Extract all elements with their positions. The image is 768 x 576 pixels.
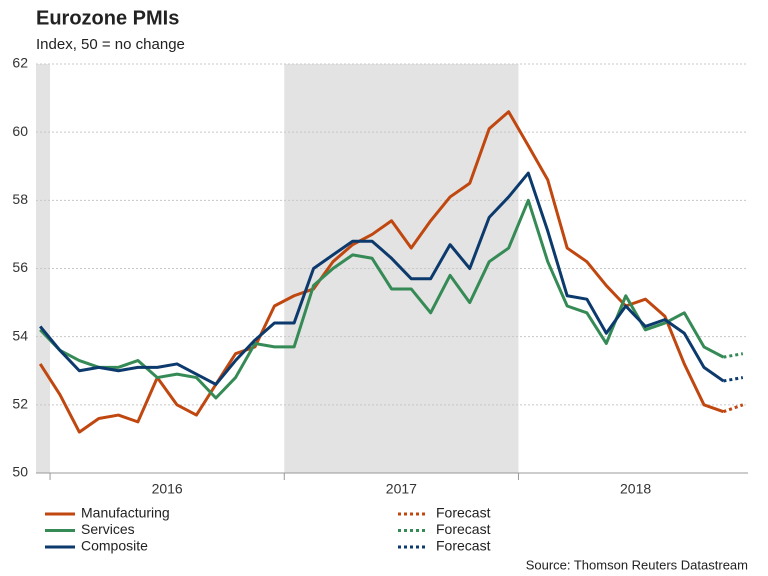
y-tick-label: 54 (12, 327, 28, 343)
legend-label: Forecast (436, 505, 491, 521)
legend-label: Manufacturing (81, 505, 170, 521)
legend-label: Forecast (436, 521, 491, 537)
y-tick-label: 58 (12, 191, 28, 207)
series-line (38, 110, 724, 434)
series-line (39, 198, 725, 400)
shaded-region (36, 64, 51, 473)
y-tick-label: 62 (12, 55, 28, 71)
legend-label: Composite (81, 538, 148, 554)
forecast-line (723, 376, 744, 383)
y-tick-label: 56 (12, 259, 28, 275)
y-tick-label: 60 (12, 123, 28, 139)
x-tick-label: 2018 (620, 481, 651, 497)
legend-label: Services (81, 521, 135, 537)
series-line (39, 171, 725, 386)
chart-subtitle: Index, 50 = no change (36, 36, 185, 53)
legend-label: Forecast (436, 538, 491, 554)
forecast-line (722, 403, 744, 414)
x-tick-label: 2016 (152, 481, 183, 497)
y-tick-label: 50 (12, 464, 28, 480)
forecast-line (723, 352, 744, 359)
x-tick-label: 2017 (386, 481, 417, 497)
source: Source: Thomson Reuters Datastream (526, 557, 748, 572)
y-tick-label: 52 (12, 396, 28, 412)
chart-title: Eurozone PMIs (36, 7, 179, 29)
